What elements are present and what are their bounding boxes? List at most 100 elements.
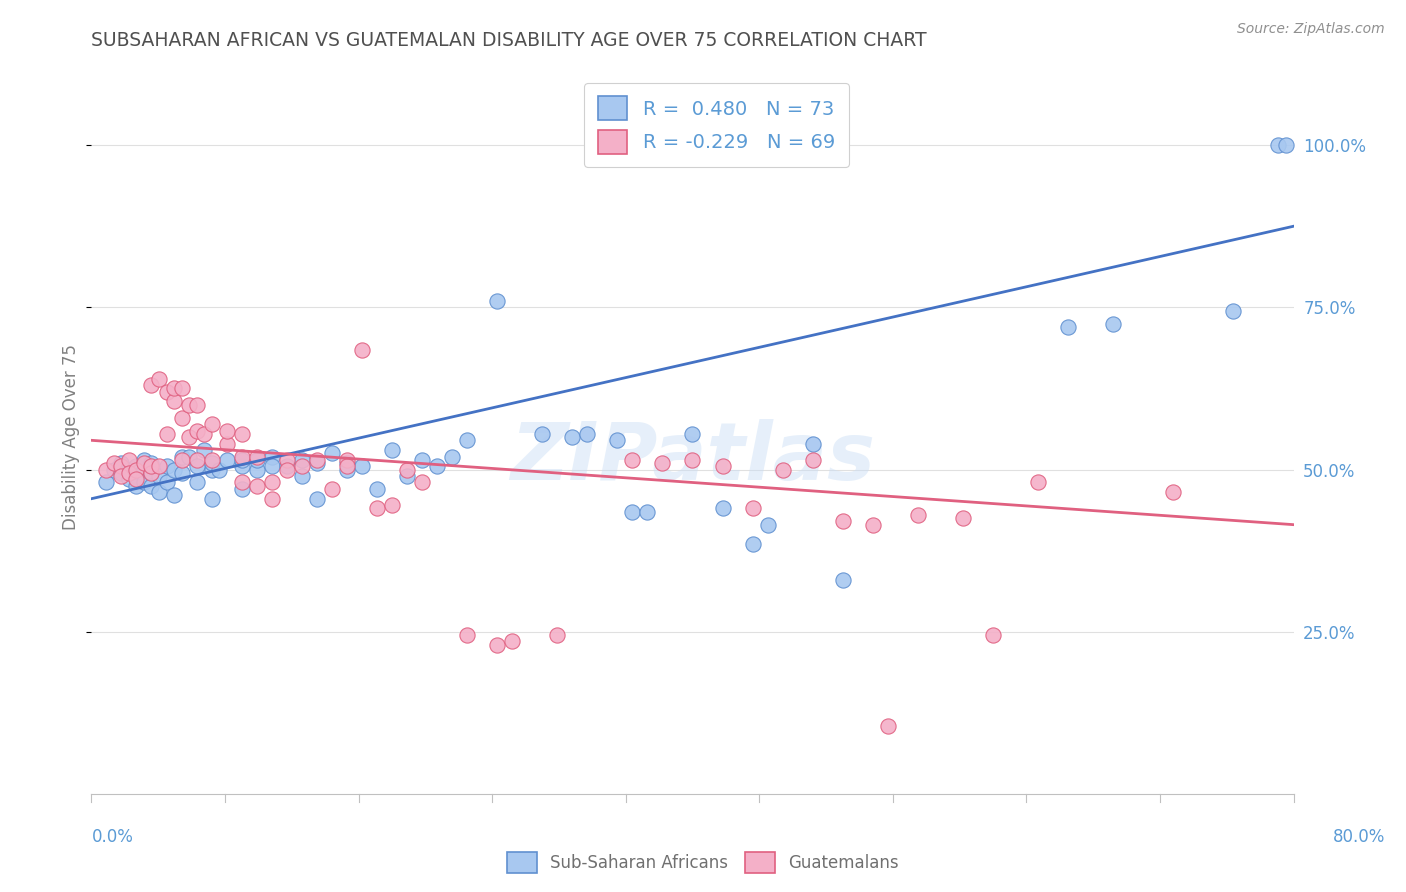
Point — [215, 424, 238, 438]
Point — [141, 378, 163, 392]
Point — [186, 424, 208, 438]
Point — [118, 472, 141, 486]
Point — [155, 475, 177, 490]
Point — [606, 434, 628, 448]
Point — [163, 488, 186, 502]
Point — [831, 515, 853, 529]
Point — [1222, 303, 1244, 318]
Text: Source: ZipAtlas.com: Source: ZipAtlas.com — [1237, 22, 1385, 37]
Point — [831, 573, 853, 587]
Point — [148, 469, 170, 483]
Point — [350, 459, 373, 474]
Point — [336, 462, 359, 476]
Point — [621, 505, 644, 519]
Point — [125, 469, 148, 483]
Text: 0.0%: 0.0% — [91, 828, 134, 846]
Point — [215, 452, 238, 467]
Point — [741, 501, 763, 516]
Point — [132, 475, 155, 490]
Point — [193, 426, 215, 441]
Point — [103, 462, 125, 476]
Point — [110, 459, 132, 474]
Point — [711, 501, 734, 516]
Point — [681, 426, 703, 441]
Point — [110, 456, 132, 470]
Point — [260, 491, 283, 506]
Point — [132, 462, 155, 476]
Point — [96, 475, 118, 490]
Point — [141, 459, 163, 474]
Point — [125, 479, 148, 493]
Point — [1161, 485, 1184, 500]
Point — [103, 456, 125, 470]
Point — [141, 466, 163, 480]
Point — [576, 426, 599, 441]
Point — [411, 475, 433, 490]
Point — [186, 475, 208, 490]
Point — [411, 452, 433, 467]
Point — [395, 462, 418, 476]
Point — [201, 417, 224, 431]
Point — [741, 537, 763, 551]
Point — [711, 459, 734, 474]
Point — [260, 459, 283, 474]
Point — [201, 491, 224, 506]
Point — [801, 436, 824, 450]
Point — [163, 381, 186, 395]
Point — [336, 456, 359, 470]
Point — [321, 446, 343, 460]
Point — [141, 479, 163, 493]
Legend: Sub-Saharan Africans, Guatemalans: Sub-Saharan Africans, Guatemalans — [501, 846, 905, 880]
Point — [132, 452, 155, 467]
Point — [486, 638, 509, 652]
Point — [1267, 138, 1289, 153]
Point — [155, 426, 177, 441]
Point — [381, 443, 404, 458]
Point — [186, 398, 208, 412]
Point — [177, 398, 200, 412]
Point — [148, 372, 170, 386]
Point — [1057, 319, 1080, 334]
Point — [260, 475, 283, 490]
Point — [110, 466, 132, 480]
Point — [155, 384, 177, 399]
Point — [350, 343, 373, 357]
Point — [636, 505, 658, 519]
Point — [186, 452, 208, 467]
Point — [291, 469, 314, 483]
Point — [118, 462, 141, 476]
Point — [276, 452, 298, 467]
Point — [170, 410, 193, 425]
Point — [231, 475, 253, 490]
Point — [193, 443, 215, 458]
Point — [681, 452, 703, 467]
Point — [276, 462, 298, 476]
Point — [170, 452, 193, 467]
Point — [651, 456, 673, 470]
Point — [246, 450, 269, 464]
Point — [772, 462, 794, 476]
Point — [201, 452, 224, 467]
Point — [125, 472, 148, 486]
Point — [148, 485, 170, 500]
Point — [291, 459, 314, 474]
Point — [163, 462, 186, 476]
Point — [231, 482, 253, 496]
Point — [246, 479, 269, 493]
Point — [907, 508, 929, 522]
Point — [366, 501, 388, 516]
Point — [132, 456, 155, 470]
Point — [486, 293, 509, 308]
Point — [246, 452, 269, 467]
Point — [336, 459, 359, 474]
Point — [621, 452, 644, 467]
Point — [260, 450, 283, 464]
Point — [231, 452, 253, 467]
Point — [426, 459, 449, 474]
Point — [501, 634, 523, 648]
Point — [561, 430, 583, 444]
Point — [118, 466, 141, 480]
Legend: R =  0.480   N = 73, R = -0.229   N = 69: R = 0.480 N = 73, R = -0.229 N = 69 — [585, 83, 849, 168]
Point — [1275, 138, 1298, 153]
Point — [170, 450, 193, 464]
